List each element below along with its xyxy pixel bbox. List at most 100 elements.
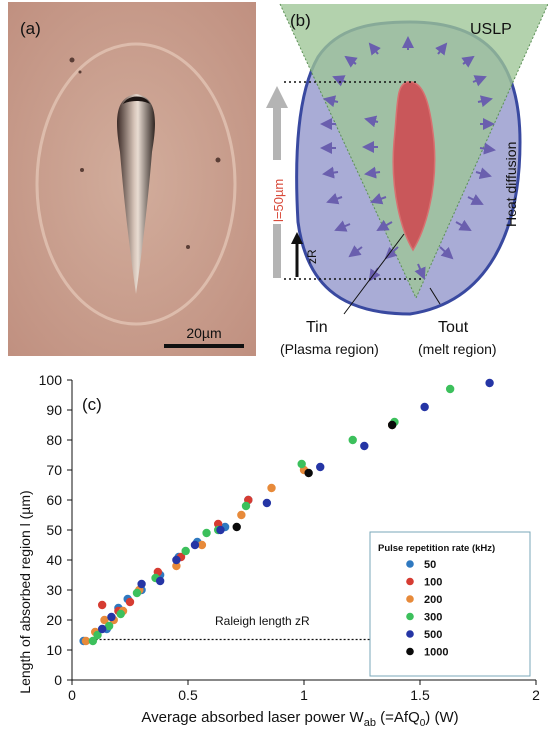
zr-text: zR [305, 249, 319, 264]
data-point-500 [360, 441, 369, 451]
tin-pointer [343, 233, 405, 315]
data-point-500 [172, 555, 181, 565]
data-point-300 [181, 546, 190, 556]
legend-marker [406, 577, 414, 586]
panel-c-chart: 0 0.5 1 1.5 2 0 10 20 30 40 50 60 70 80 90 100 (c) Rale… [0, 364, 550, 733]
legend-box [369, 531, 531, 677]
data-point-100 [125, 597, 135, 607]
data-point-200 [172, 561, 181, 571]
t-in-subtext: (Plasma region) [280, 341, 379, 357]
data-point-500 [137, 579, 146, 589]
data-point-500 [262, 498, 272, 508]
legend-label: 100 [424, 577, 442, 589]
tout-pointer [429, 287, 441, 305]
data-point-500 [485, 378, 494, 388]
y-tick-label: 70 [46, 462, 62, 478]
length-text: l=50µm [271, 179, 286, 222]
data-point-500 [155, 576, 165, 586]
data-point-500 [316, 462, 325, 472]
data-point-300 [104, 621, 114, 631]
legend-label: 500 [424, 629, 442, 641]
t-out-text: Tout [438, 319, 469, 336]
data-point-200 [237, 510, 246, 520]
y-tick-label: 90 [46, 402, 62, 418]
particle-dot [80, 168, 84, 172]
data-point-300 [93, 630, 102, 640]
data-point-200 [100, 615, 109, 625]
data-point-300 [445, 384, 455, 394]
y-tick-label: 80 [46, 432, 62, 448]
panel-a-micrograph: 20µm (a) [8, 2, 256, 356]
data-point-1000 [304, 468, 313, 478]
y-tick-label: 60 [46, 492, 62, 508]
legend-items: 50 100 200 300 500 1000 [406, 559, 448, 659]
plasma-region [392, 81, 436, 252]
data-point-1000 [232, 522, 241, 532]
legend-marker [406, 612, 414, 621]
melt-boundary-ring [35, 42, 237, 326]
data-point-300 [297, 459, 306, 469]
y-tick-label: 10 [46, 642, 62, 658]
particle-dot [78, 70, 82, 74]
heat-diffusion-text: Heat diffusion [503, 142, 519, 227]
data-point-300 [241, 501, 251, 511]
data-point-500 [190, 540, 200, 550]
x-tick-label: 1 [300, 687, 308, 703]
particle-dot [69, 57, 75, 63]
panel-a-label: (a) [20, 19, 41, 38]
y-tick-label: 50 [46, 522, 62, 538]
absorbed-region-shape [117, 94, 155, 294]
scale-bar-text: 20µm [186, 325, 221, 341]
legend-marker [406, 647, 414, 656]
legend-marker [406, 595, 414, 603]
y-tick-label: 30 [46, 582, 62, 598]
data-point-200 [267, 483, 276, 493]
data-point-200 [197, 540, 207, 550]
length-arrow-head [266, 86, 288, 108]
t-in-text: Tin [306, 319, 328, 336]
length-arrow-shaft-top [273, 108, 281, 160]
data-point-300 [88, 636, 98, 646]
data-point-500 [97, 624, 107, 634]
data-point-1000 [387, 420, 397, 430]
scale-bar [164, 344, 244, 348]
data-point-500 [107, 612, 116, 622]
particle-dot [215, 157, 221, 163]
zr-arrow-head [291, 232, 303, 244]
raleigh-text: Raleigh length zR [215, 614, 310, 628]
x-tick-label: 0.5 [178, 687, 198, 703]
uslp-text: USLP [470, 21, 512, 38]
legend-marker [406, 560, 414, 568]
t-out-subtext: (melt region) [418, 341, 497, 357]
x-axis-label: Average absorbed laser power Wab (=AfQ0)… [141, 709, 458, 729]
data-point-100 [97, 600, 107, 610]
y-tick-label: 100 [39, 372, 63, 388]
y-tick-label: 40 [46, 552, 62, 568]
data-point-300 [202, 528, 211, 538]
x-tick-label: 2 [532, 687, 540, 703]
data-point-300 [116, 609, 125, 619]
data-point-500 [216, 525, 225, 535]
particle-dot [186, 245, 190, 249]
legend-marker [406, 630, 414, 638]
legend-label: 1000 [424, 647, 448, 659]
data-point-300 [132, 588, 142, 598]
y-axis-label: Length of absorbed region l (µm) [17, 490, 33, 693]
absorbed-region-top [123, 96, 150, 104]
x-tick-label: 0 [68, 687, 76, 703]
data-point-200 [81, 636, 91, 646]
panel-c-label: (c) [82, 395, 102, 414]
y-tick-label: 0 [54, 672, 62, 688]
panel-b-label: (b) [290, 11, 311, 30]
legend-title: Pulse repetition rate (kHz) [378, 543, 495, 554]
data-point-500 [420, 402, 429, 412]
y-tick-label: 20 [46, 612, 62, 628]
length-arrow-shaft-bottom [273, 224, 281, 278]
panel-b-schematic: l=50µm zR (b) USLP Heat diffusion Tin (P… [258, 2, 548, 364]
data-point-300 [348, 435, 357, 445]
legend-label: 50 [424, 559, 436, 571]
x-tick-label: 1.5 [410, 687, 430, 703]
chart-points [79, 378, 494, 646]
legend-label: 200 [424, 594, 442, 606]
